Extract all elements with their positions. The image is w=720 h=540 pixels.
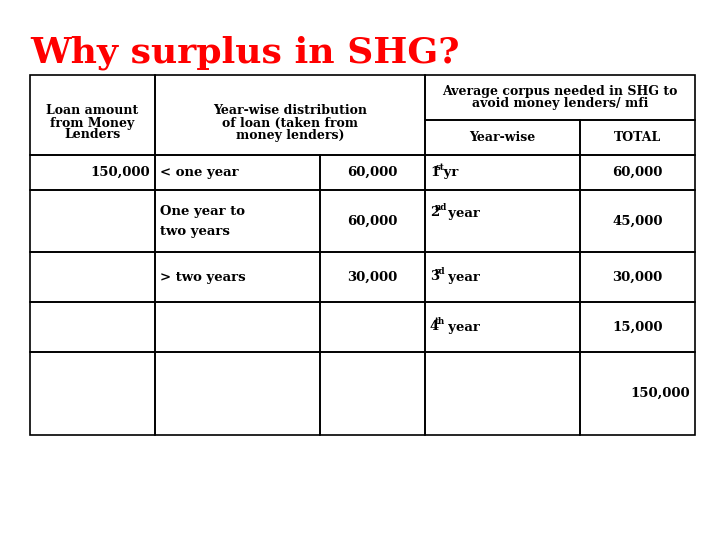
Bar: [425, 190, 580, 252]
Text: avoid money lenders/ mfi: avoid money lenders/ mfi: [472, 98, 648, 111]
Text: 2: 2: [430, 206, 439, 219]
Bar: [30, 302, 155, 352]
Text: from Money: from Money: [50, 117, 135, 130]
Bar: [425, 252, 580, 302]
Text: 60,000: 60,000: [612, 166, 662, 179]
Bar: [155, 75, 425, 155]
Text: 30,000: 30,000: [613, 271, 662, 284]
Text: 60,000: 60,000: [347, 214, 397, 227]
Text: money lenders): money lenders): [235, 129, 344, 141]
Text: 30,000: 30,000: [347, 271, 397, 284]
Text: 1: 1: [430, 166, 439, 179]
Bar: [30, 155, 155, 190]
Bar: [30, 352, 155, 435]
Bar: [30, 252, 155, 302]
Bar: [320, 302, 425, 352]
Text: Average corpus needed in SHG to: Average corpus needed in SHG to: [442, 84, 678, 98]
Text: two years: two years: [160, 225, 230, 238]
Bar: [320, 190, 425, 252]
Bar: [155, 190, 320, 252]
Text: 45,000: 45,000: [612, 214, 662, 227]
Text: st: st: [435, 163, 444, 172]
Text: year: year: [439, 271, 480, 284]
Text: 3: 3: [430, 271, 439, 284]
Bar: [425, 155, 580, 190]
Text: > two years: > two years: [160, 271, 246, 284]
Bar: [30, 190, 155, 252]
Text: rd: rd: [435, 267, 446, 276]
Bar: [30, 75, 155, 155]
Text: TOTAL: TOTAL: [614, 131, 661, 144]
Bar: [580, 252, 695, 302]
Text: nd: nd: [435, 203, 448, 212]
Bar: [580, 302, 695, 352]
Text: Lenders: Lenders: [64, 129, 121, 141]
Text: Year-wise: Year-wise: [469, 131, 536, 144]
Text: Why surplus in SHG?: Why surplus in SHG?: [30, 35, 459, 70]
Text: 150,000: 150,000: [631, 387, 690, 400]
Bar: [155, 352, 320, 435]
Bar: [580, 190, 695, 252]
Bar: [580, 352, 695, 435]
Text: Year-wise distribution: Year-wise distribution: [213, 105, 367, 118]
Bar: [320, 252, 425, 302]
Text: < one year: < one year: [160, 166, 238, 179]
Bar: [155, 252, 320, 302]
Text: One year to: One year to: [160, 205, 245, 218]
Bar: [320, 352, 425, 435]
Bar: [425, 75, 695, 120]
Text: yr: yr: [439, 166, 459, 179]
Text: 4: 4: [430, 321, 439, 334]
Bar: [580, 155, 695, 190]
Text: 15,000: 15,000: [612, 321, 662, 334]
Bar: [425, 120, 580, 155]
Bar: [155, 155, 320, 190]
Bar: [425, 302, 580, 352]
Text: Loan amount: Loan amount: [46, 105, 139, 118]
Text: year: year: [439, 321, 480, 334]
Text: of loan (taken from: of loan (taken from: [222, 117, 358, 130]
Bar: [320, 155, 425, 190]
Text: 60,000: 60,000: [347, 166, 397, 179]
Text: year: year: [439, 206, 480, 219]
Bar: [580, 120, 695, 155]
Bar: [425, 352, 580, 435]
Text: th: th: [435, 318, 446, 326]
Text: 150,000: 150,000: [91, 166, 150, 179]
Bar: [155, 302, 320, 352]
